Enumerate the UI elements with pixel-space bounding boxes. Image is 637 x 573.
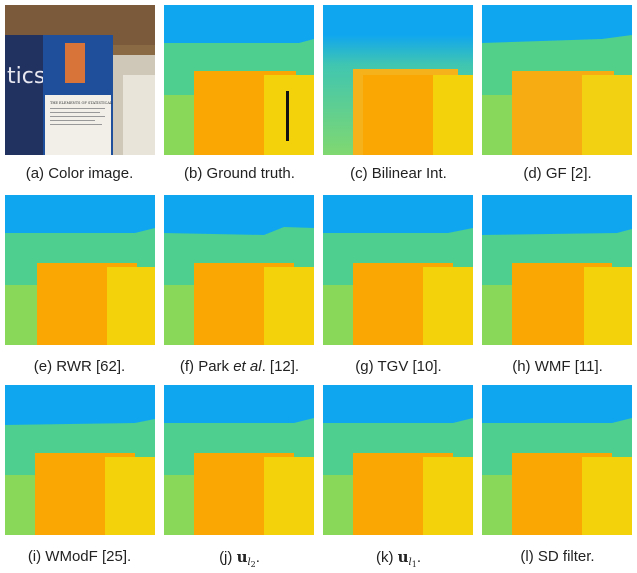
wmf-depth-map xyxy=(482,195,632,345)
ul2-depth-map xyxy=(164,385,314,535)
caption-ul2-prefix: (j) xyxy=(219,549,237,566)
caption-ul1-symbol: u xyxy=(397,548,409,566)
caption-tgv: (g) TGV [10]. xyxy=(355,358,442,375)
caption-bilinear: (c) Bilinear Int. xyxy=(350,165,447,182)
caption-ul2-sub: l xyxy=(247,557,251,568)
panel-ground-truth xyxy=(164,5,314,155)
panel-park xyxy=(164,195,314,345)
panel-tgv xyxy=(323,195,473,345)
panel-rwr xyxy=(5,195,155,345)
tgv-depth-map xyxy=(323,195,473,345)
caption-park-suffix: . [12]. xyxy=(261,358,300,375)
rwr-depth-map xyxy=(5,195,155,345)
ground-truth-depth-map xyxy=(164,5,314,155)
caption-ul1: (k) ul1. xyxy=(319,548,478,569)
wmodf-depth-map xyxy=(5,385,155,535)
park-depth-map xyxy=(164,195,314,345)
caption-rwr: (e) RWR [62]. xyxy=(33,358,126,375)
caption-wmodf: (i) WModF [25]. xyxy=(27,548,132,565)
caption-wmf: (h) WMF [11]. xyxy=(512,358,603,375)
caption-gf: (d) GF [2]. xyxy=(523,165,592,182)
caption-park-etal: et al xyxy=(233,358,262,375)
sd-filter-depth-map xyxy=(482,385,632,535)
caption-ul2-subsub: 2 xyxy=(250,560,256,569)
caption-ul2: (j) ul2. xyxy=(160,548,319,569)
panel-wmodf xyxy=(5,385,155,535)
caption-ul1-suffix: . xyxy=(416,549,422,566)
caption-ul1-sub: l xyxy=(408,557,412,568)
book-cover-title: THE ELEMENTS OF STATISTICAL LEARNING xyxy=(50,101,134,105)
panel-ul2 xyxy=(164,385,314,535)
gf-depth-map xyxy=(482,5,632,155)
caption-ul1-subsub: 1 xyxy=(411,560,417,569)
panel-bilinear xyxy=(323,5,473,155)
caption-park: (f) Park et al. [12]. xyxy=(160,358,319,375)
caption-ul2-suffix: . xyxy=(255,549,260,566)
color-image-photo: tics THE ELEMENTS OF STATISTICAL LEARNIN… xyxy=(5,5,155,155)
panel-sd-filter xyxy=(482,385,632,535)
caption-sd-filter: (l) SD filter. xyxy=(520,548,595,565)
ul1-depth-map xyxy=(323,385,473,535)
book-spine-text: tics xyxy=(7,64,45,89)
panel-ul1 xyxy=(323,385,473,535)
bilinear-depth-map xyxy=(323,5,473,155)
caption-ground-truth: (b) Ground truth. xyxy=(184,165,295,182)
panel-color-image: tics THE ELEMENTS OF STATISTICAL LEARNIN… xyxy=(5,5,155,155)
caption-park-prefix: (f) Park xyxy=(179,358,234,375)
panel-wmf xyxy=(482,195,632,345)
caption-color-image: (a) Color image. xyxy=(25,165,134,182)
caption-ul1-prefix: (k) xyxy=(375,549,398,566)
caption-ul2-symbol: u xyxy=(236,548,248,566)
panel-gf xyxy=(482,5,632,155)
